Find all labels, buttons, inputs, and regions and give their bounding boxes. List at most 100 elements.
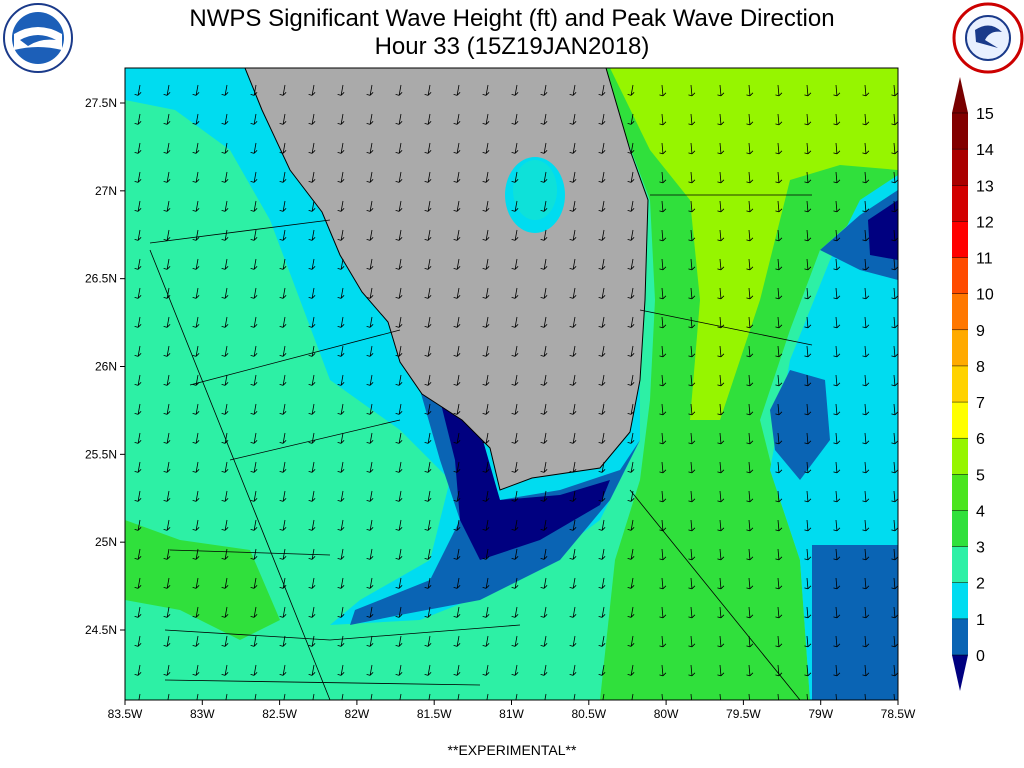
wave-arrow [511, 229, 519, 241]
wave-arrow [777, 693, 779, 700]
wave-arrow [598, 606, 606, 618]
wave-arrow [482, 229, 490, 241]
wave-arrow [308, 664, 316, 676]
colorbar-band [952, 582, 968, 619]
wave-arrow [134, 635, 142, 647]
wave-arrow [833, 490, 841, 503]
wave-arrow [395, 316, 403, 328]
wave-arrow [366, 316, 374, 328]
wave-arrow [134, 229, 142, 241]
wave-arrow [627, 519, 635, 531]
wave-arrow [569, 200, 577, 212]
wave-arrow [453, 345, 461, 357]
wave-arrow [424, 519, 432, 531]
wave-arrow [395, 577, 403, 589]
wave-arrow [134, 287, 142, 299]
wave-arrow [163, 664, 171, 676]
colorbar-band [952, 365, 968, 403]
wave-arrow [627, 664, 635, 676]
wave-arrow [395, 461, 403, 473]
wave-arrow [688, 113, 696, 126]
wave-arrow [163, 403, 171, 415]
wave-arrow [862, 84, 870, 97]
wave-arrow [395, 200, 403, 212]
wave-arrow [862, 548, 870, 561]
wave-arrow [688, 461, 696, 474]
wave-arrow [833, 200, 841, 213]
wave-arrow [511, 490, 519, 502]
wave-arrow [453, 606, 461, 618]
wave-arrow [891, 374, 898, 387]
wave-arrow [627, 461, 635, 473]
wave-arrow [804, 200, 812, 213]
colorbar-label: 1 [976, 612, 985, 629]
wave-arrow [569, 664, 577, 676]
wave-arrow [688, 577, 696, 590]
wave-arrow [482, 548, 490, 560]
wave-arrow [192, 577, 200, 589]
wave-arrow [688, 374, 696, 387]
wave-arrow [308, 461, 316, 473]
wave-arrow [891, 548, 898, 561]
wave-arrow [540, 461, 548, 473]
wave-arrow [134, 432, 142, 444]
colorbar-band [952, 438, 968, 475]
x-tick-label: 80.5W [571, 707, 606, 721]
wave-arrow [688, 432, 696, 445]
colorbar-band [952, 546, 968, 583]
wave-arrow [627, 374, 635, 386]
wave-arrow [746, 316, 754, 329]
wave-arrow [424, 287, 432, 299]
wave-arrow [569, 432, 577, 444]
wave-arrow [279, 258, 287, 270]
wave-arrow [192, 200, 200, 212]
wave-arrow [659, 664, 667, 677]
wave-arrow [627, 258, 635, 270]
wave-arrow [891, 432, 898, 445]
wave-arrow [833, 403, 841, 416]
wave-arrow [544, 693, 547, 700]
wave-arrow [659, 84, 667, 97]
wave-arrow [395, 548, 403, 560]
wave-arrow [366, 577, 374, 589]
y-tick-label: 26N [95, 360, 117, 374]
wave-arrow [631, 693, 634, 700]
wave-arrow [688, 84, 696, 97]
wave-arrow [891, 606, 898, 619]
wave-arrow [598, 548, 606, 560]
wave-arrow [746, 142, 754, 155]
colorbar-label: 10 [976, 287, 994, 304]
wave-arrow [279, 490, 287, 502]
wave-arrow [337, 84, 345, 96]
wave-arrow [279, 84, 287, 96]
wave-arrow [833, 374, 841, 387]
wave-arrow [833, 113, 841, 126]
wave-arrow [221, 84, 229, 96]
colorbar-band [952, 221, 968, 258]
wave-arrow [804, 490, 812, 503]
wave-arrow [891, 345, 898, 358]
wave-arrow [424, 664, 432, 676]
wave-arrow [163, 258, 171, 270]
wave-arrow [862, 606, 870, 619]
wave-arrow [453, 577, 461, 589]
wave-arrow [453, 113, 461, 125]
wave-arrow [453, 316, 461, 328]
wave-arrow [308, 287, 316, 299]
map [125, 68, 898, 700]
wave-arrow [569, 345, 577, 357]
wave-arrow [598, 432, 606, 444]
wave-arrow [221, 519, 229, 531]
wave-arrow [279, 113, 287, 125]
wave-arrow [833, 316, 841, 329]
wave-arrow [891, 171, 898, 184]
wave-arrow [308, 606, 316, 618]
wave-arrow [279, 403, 287, 415]
wave-arrow [717, 606, 725, 619]
wave-arrow [308, 635, 316, 647]
wave-arrow [688, 287, 696, 300]
wave-arrow [862, 316, 870, 329]
wave-arrow [804, 577, 812, 590]
wave-arrow [221, 345, 229, 357]
